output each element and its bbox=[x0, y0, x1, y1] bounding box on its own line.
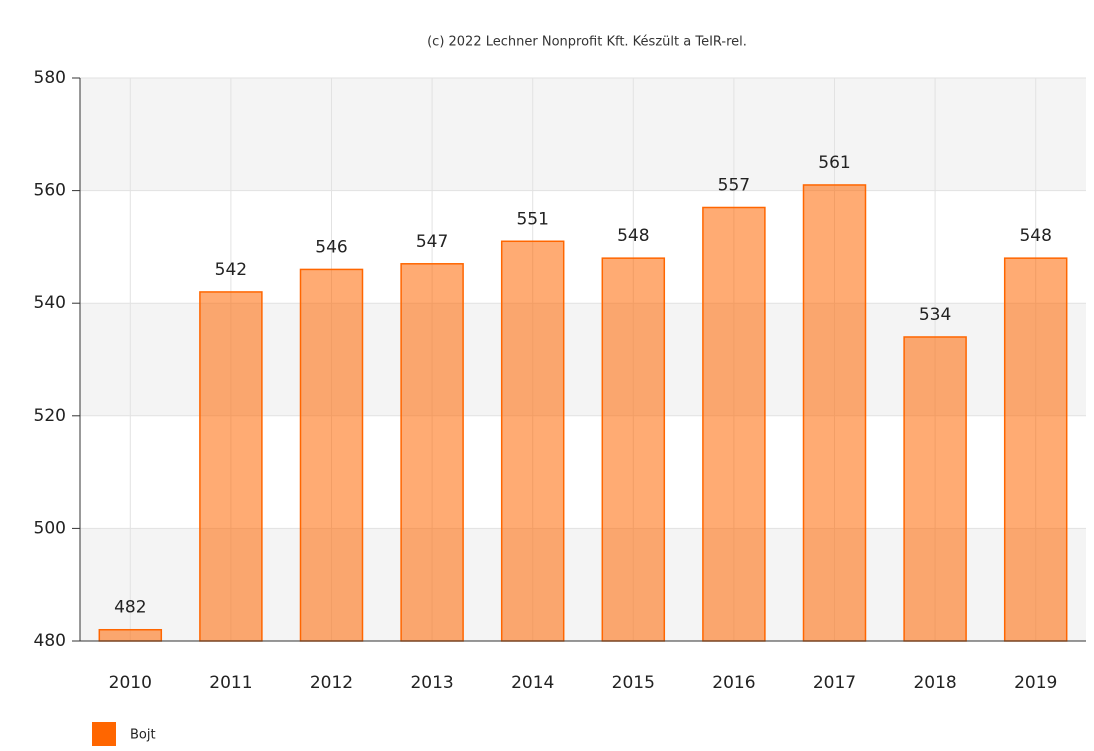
chart-title: (c) 2022 Lechner Nonprofit Kft. Készült … bbox=[427, 35, 747, 50]
x-tick-label: 2018 bbox=[913, 673, 956, 693]
y-tick-label: 520 bbox=[34, 406, 66, 426]
x-tick-label: 2019 bbox=[1014, 673, 1057, 693]
data-label: 548 bbox=[1019, 226, 1051, 246]
bar bbox=[802, 184, 867, 642]
x-tick-label: 2016 bbox=[712, 673, 755, 693]
bar bbox=[1003, 257, 1068, 642]
x-tick-label: 2012 bbox=[310, 673, 353, 693]
y-tick-label: 560 bbox=[34, 181, 66, 201]
y-tick-label: 500 bbox=[34, 518, 66, 538]
x-tick-label: 2010 bbox=[109, 673, 152, 693]
data-label: 547 bbox=[416, 232, 448, 252]
bar bbox=[400, 263, 464, 642]
x-tick-label: 2017 bbox=[813, 673, 856, 693]
x-tick-label: 2011 bbox=[209, 673, 252, 693]
data-label: 551 bbox=[516, 209, 548, 229]
x-tick-label: 2013 bbox=[410, 673, 453, 693]
bar bbox=[98, 628, 163, 642]
plot-band bbox=[80, 78, 1086, 191]
data-label: 546 bbox=[315, 237, 347, 257]
y-tick-label: 540 bbox=[34, 293, 66, 313]
data-label: 548 bbox=[617, 226, 649, 246]
bar bbox=[500, 240, 565, 642]
data-label: 561 bbox=[818, 153, 850, 173]
legend-label: Bojt bbox=[130, 728, 156, 743]
bar bbox=[601, 257, 666, 642]
x-tick-label: 2014 bbox=[511, 673, 554, 693]
bar bbox=[199, 291, 263, 642]
y-tick-label: 480 bbox=[34, 631, 66, 651]
bar bbox=[903, 336, 967, 642]
data-label: 482 bbox=[114, 598, 146, 618]
bar bbox=[299, 268, 364, 642]
legend-swatch bbox=[92, 722, 116, 746]
y-tick-label: 580 bbox=[34, 68, 66, 88]
data-label: 542 bbox=[215, 260, 247, 280]
data-label: 557 bbox=[718, 175, 750, 195]
x-tick-label: 2015 bbox=[612, 673, 655, 693]
data-label: 534 bbox=[919, 305, 951, 325]
bar bbox=[702, 206, 766, 642]
